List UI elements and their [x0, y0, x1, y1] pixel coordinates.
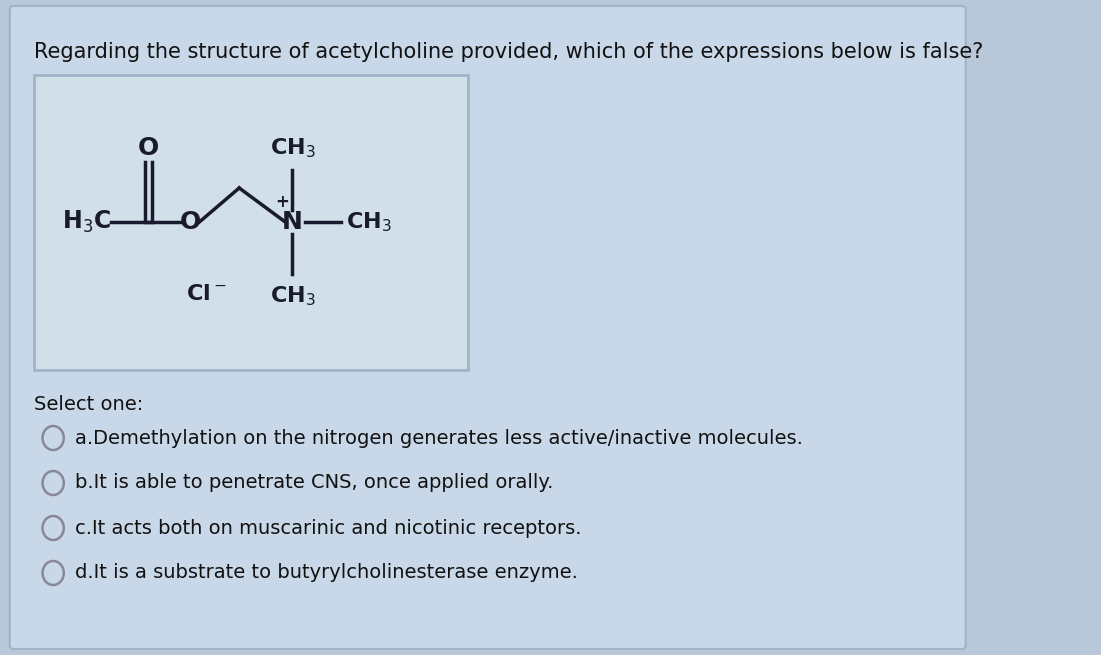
- Text: N: N: [282, 210, 303, 234]
- FancyBboxPatch shape: [10, 6, 966, 649]
- Text: Select one:: Select one:: [34, 395, 143, 414]
- Text: c.It acts both on muscarinic and nicotinic receptors.: c.It acts both on muscarinic and nicotin…: [75, 519, 581, 538]
- Text: CH$_3$: CH$_3$: [346, 210, 391, 234]
- Text: O: O: [179, 210, 201, 234]
- Text: b.It is able to penetrate CNS, once applied orally.: b.It is able to penetrate CNS, once appl…: [75, 474, 554, 493]
- Text: O: O: [139, 136, 160, 160]
- Text: Cl$^-$: Cl$^-$: [186, 284, 227, 304]
- Text: a.Demethylation on the nitrogen generates less active/inactive molecules.: a.Demethylation on the nitrogen generate…: [75, 428, 804, 447]
- Text: +: +: [275, 193, 288, 211]
- Text: CH$_3$: CH$_3$: [270, 136, 315, 160]
- Text: d.It is a substrate to butyrylcholinesterase enzyme.: d.It is a substrate to butyrylcholineste…: [75, 563, 578, 582]
- Text: CH$_3$: CH$_3$: [270, 284, 315, 308]
- Text: H$_3$C: H$_3$C: [62, 209, 111, 235]
- FancyBboxPatch shape: [34, 75, 468, 370]
- Text: Regarding the structure of acetylcholine provided, which of the expressions belo: Regarding the structure of acetylcholine…: [34, 42, 983, 62]
